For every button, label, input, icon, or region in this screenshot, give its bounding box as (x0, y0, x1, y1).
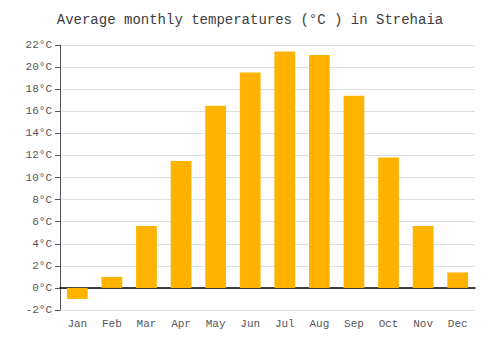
svg-text:18°C: 18°C (26, 83, 53, 95)
svg-text:0°C: 0°C (32, 282, 52, 294)
svg-text:12°C: 12°C (26, 149, 53, 161)
svg-text:Sep: Sep (344, 318, 364, 330)
svg-text:6°C: 6°C (32, 216, 52, 228)
svg-text:Jul: Jul (275, 318, 295, 330)
svg-text:20°C: 20°C (26, 61, 53, 73)
svg-text:-2°C: -2°C (26, 304, 53, 316)
svg-text:22°C: 22°C (26, 39, 53, 51)
svg-text:Average monthly temperatures (: Average monthly temperatures (°C ) in St… (57, 12, 443, 28)
svg-text:2°C: 2°C (32, 260, 52, 272)
svg-text:Dec: Dec (448, 318, 468, 330)
svg-text:16°C: 16°C (26, 105, 53, 117)
svg-text:May: May (206, 318, 226, 330)
svg-text:Aug: Aug (309, 318, 329, 330)
svg-text:Oct: Oct (379, 318, 399, 330)
svg-text:Jun: Jun (240, 318, 260, 330)
svg-text:Nov: Nov (413, 318, 433, 330)
svg-text:Feb: Feb (102, 318, 122, 330)
svg-text:4°C: 4°C (32, 238, 52, 250)
svg-text:10°C: 10°C (26, 172, 53, 184)
svg-text:Mar: Mar (137, 318, 157, 330)
svg-text:Apr: Apr (171, 318, 191, 330)
svg-text:14°C: 14°C (26, 127, 53, 139)
svg-text:8°C: 8°C (32, 194, 52, 206)
svg-text:Jan: Jan (67, 318, 87, 330)
